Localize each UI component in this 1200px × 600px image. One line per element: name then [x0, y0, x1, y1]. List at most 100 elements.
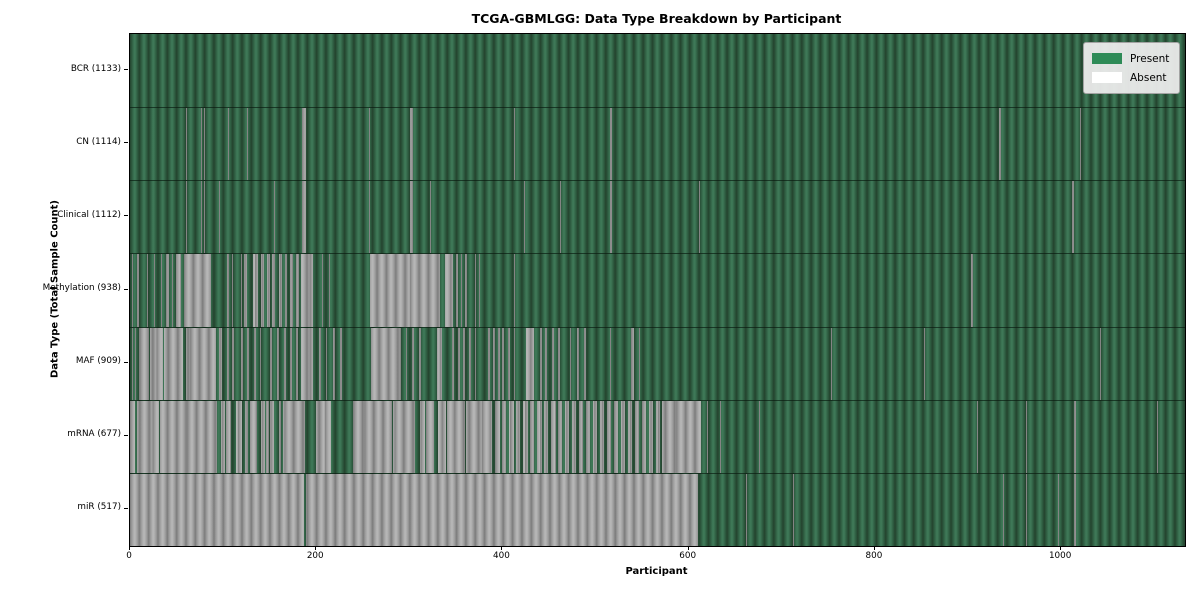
- absent-bar: [171, 254, 173, 327]
- absent-bar: [247, 108, 249, 181]
- absent-bar: [661, 400, 701, 473]
- absent-bar: [457, 327, 460, 400]
- absent-bar: [513, 327, 516, 400]
- absent-bar: [250, 400, 257, 473]
- absent-bar: [479, 254, 481, 327]
- absent-bar: [245, 400, 249, 473]
- absent-bar: [185, 181, 187, 254]
- absent-swatch-icon: [1092, 72, 1122, 83]
- absent-bar: [412, 327, 414, 400]
- absent-bar: [545, 327, 548, 400]
- x-tick-mark: [501, 546, 503, 550]
- absent-bar: [240, 327, 243, 400]
- absent-bar: [446, 400, 466, 473]
- x-tick-label-0: 0: [126, 551, 132, 561]
- absent-bar: [610, 327, 612, 400]
- absent-bar: [628, 400, 632, 473]
- absent-bar: [278, 254, 282, 327]
- absent-bar: [586, 400, 590, 473]
- absent-bar: [370, 254, 441, 327]
- absent-bar: [558, 327, 561, 400]
- absent-bar: [452, 327, 455, 400]
- absent-bar: [438, 400, 446, 473]
- y-tick-mark: [124, 142, 128, 144]
- y-tick-label-bcr: BCR (1133): [70, 63, 121, 74]
- absent-bar: [225, 400, 232, 473]
- row-mir: [130, 472, 1185, 546]
- legend-label-absent: Absent: [1130, 71, 1167, 84]
- absent-bar: [1074, 400, 1077, 473]
- absent-bar: [295, 254, 299, 327]
- absent-bar: [648, 400, 654, 473]
- y-tick-label-maf: MAF (909): [75, 356, 121, 367]
- absent-bar: [227, 108, 229, 181]
- absent-bar: [642, 400, 646, 473]
- absent-bar: [305, 473, 698, 546]
- absent-bar: [792, 473, 794, 546]
- absent-bar: [831, 327, 833, 400]
- absent-bar: [564, 400, 570, 473]
- row-clinical: [130, 180, 1185, 254]
- absent-bar: [530, 400, 535, 473]
- absent-bar: [614, 400, 618, 473]
- absent-bar: [1072, 181, 1075, 254]
- x-tick-mark: [315, 546, 317, 550]
- absent-bar: [405, 327, 408, 400]
- absent-bar: [269, 400, 275, 473]
- absent-bar: [200, 108, 202, 181]
- absent-bar: [130, 400, 135, 473]
- absent-bar: [236, 400, 242, 473]
- absent-bar: [1025, 473, 1027, 546]
- plot-area: [129, 33, 1186, 547]
- absent-bar: [606, 400, 612, 473]
- absent-bar: [977, 400, 979, 473]
- absent-bar: [488, 400, 493, 473]
- absent-bar: [175, 254, 182, 327]
- absent-bar: [707, 400, 709, 473]
- absent-bar: [219, 327, 223, 400]
- absent-bar: [1058, 473, 1060, 546]
- absent-bar: [340, 327, 343, 400]
- y-tick-label-mrna: mRNA (677): [67, 429, 121, 440]
- absent-bar: [463, 327, 466, 400]
- absent-bar: [525, 327, 535, 400]
- y-tick-mark: [124, 434, 128, 436]
- absent-bar: [221, 400, 225, 473]
- y-tick-mark: [124, 361, 128, 363]
- absent-bar: [620, 400, 626, 473]
- absent-bar: [429, 181, 431, 254]
- absent-bar: [130, 473, 305, 546]
- absent-bar: [261, 400, 265, 473]
- absent-bar: [558, 400, 563, 473]
- absent-bar: [502, 327, 505, 400]
- absent-bar: [325, 327, 328, 400]
- absent-bar: [185, 327, 216, 400]
- absent-bar: [600, 400, 604, 473]
- absent-bar: [592, 400, 598, 473]
- absent-bar: [302, 181, 306, 254]
- y-tick-mark: [124, 288, 128, 290]
- absent-bar: [513, 108, 515, 181]
- x-tick-label-600: 600: [679, 551, 697, 561]
- x-tick-label-400: 400: [493, 551, 510, 561]
- absent-bar: [136, 400, 159, 473]
- absent-bar: [332, 327, 335, 400]
- absent-bar: [252, 254, 259, 327]
- absent-bar: [634, 400, 640, 473]
- absent-bar: [261, 254, 265, 327]
- absent-bar: [272, 254, 276, 327]
- absent-bar: [474, 254, 476, 327]
- absent-bar: [301, 254, 313, 327]
- absent-bar: [371, 327, 401, 400]
- absent-bar: [131, 327, 133, 400]
- x-tick-mark: [129, 546, 130, 550]
- absent-bar: [523, 181, 525, 254]
- absent-bar: [656, 400, 660, 473]
- absent-bar: [437, 327, 442, 400]
- absent-bar: [134, 327, 136, 400]
- absent-bar: [321, 254, 323, 327]
- absent-bar: [137, 254, 140, 327]
- absent-bar: [461, 254, 463, 327]
- absent-bar: [219, 181, 221, 254]
- absent-bar: [426, 400, 434, 473]
